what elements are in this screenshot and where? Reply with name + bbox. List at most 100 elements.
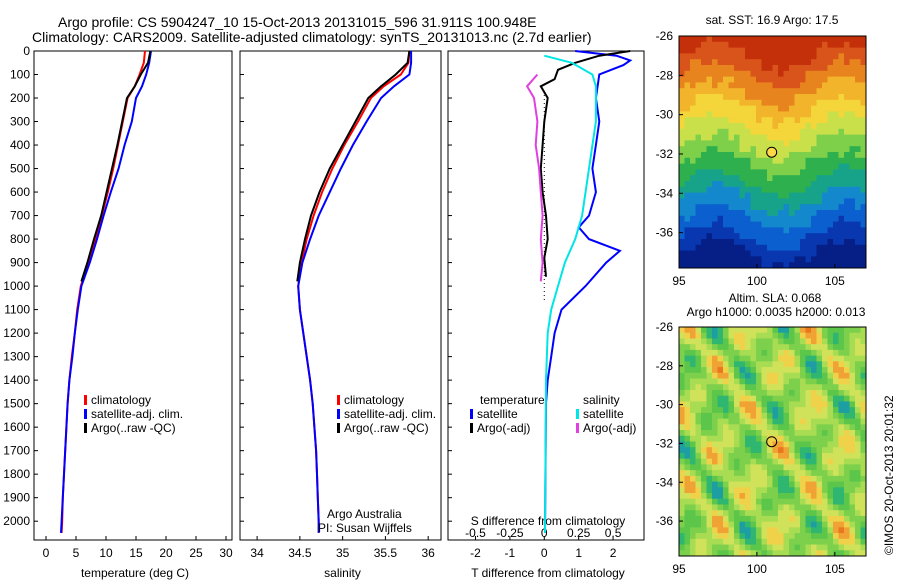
temperature-tick-label: 5 — [73, 546, 80, 560]
temperature-legend-argo-swatch — [84, 423, 87, 433]
depth-tick-label: 0 — [23, 44, 30, 58]
depth-tick-label: 1100 — [4, 303, 30, 317]
salinity-legend-climatology-swatch — [337, 395, 340, 405]
temperature-tick-label: 30 — [219, 546, 233, 560]
sla-map-title-line1: Altim. SLA: 0.068 — [729, 291, 822, 305]
legend-t-argo-swatch — [470, 423, 473, 433]
sst-lat-tick-label: -32 — [656, 147, 674, 161]
legend-t-argo-label: Argo(-adj) — [477, 421, 530, 435]
sla-argo-position-marker — [766, 436, 778, 448]
sla-lat-tick-label: -30 — [656, 398, 674, 412]
salinity-tick-label: 35 — [336, 546, 350, 560]
sdiff-axis-label: S difference from climatology — [471, 514, 626, 528]
tdiff-tick-label: 0 — [541, 546, 548, 560]
sla-map-axes — [678, 326, 867, 557]
salinity-annotation-line2: PI: Susan Wijffels — [318, 521, 412, 535]
temperature-legend-climatology-swatch — [84, 395, 87, 405]
temperature-axis-label: temperature (deg C) — [81, 566, 189, 580]
salinity-tick-label: 35.5 — [374, 546, 398, 560]
sla-lon-tick-label: 95 — [672, 562, 686, 576]
sla-lat-tick-label: -34 — [656, 475, 674, 489]
depth-tick-label: 100 — [10, 68, 30, 82]
sla-lon-tick-label: 100 — [747, 562, 767, 576]
sst-map-field — [679, 36, 867, 269]
depth-tick-label: 200 — [10, 91, 30, 105]
difference-series-line — [544, 50, 633, 533]
sdiff-tick-label: 0 — [541, 526, 548, 540]
sst-lat-tick-label: -28 — [656, 68, 674, 82]
tdiff-tick-label: -2 — [470, 546, 481, 560]
depth-tick-label: 2000 — [3, 514, 30, 528]
sst-lat-tick-label: -26 — [656, 29, 674, 43]
sdiff-tick-label: 0.5 — [605, 526, 622, 540]
legend-temperature-title: temperature — [480, 393, 545, 407]
depth-tick-label: 1800 — [3, 467, 30, 481]
salinity-legend-satellite-swatch — [337, 409, 340, 419]
legend-s-argo-swatch — [576, 423, 579, 433]
sla-map-title-line2: Argo h1000: 0.0035 h2000: 0.013 — [687, 305, 866, 319]
sst-lat-tick-label: -34 — [656, 186, 674, 200]
sst-map-title: sat. SST: 16.9 Argo: 17.5 — [706, 13, 839, 27]
sdiff-tick-label: -0.25 — [496, 526, 524, 540]
legend-s-satellite-swatch — [576, 409, 579, 419]
depth-tick-label: 1200 — [3, 326, 30, 340]
difference-series-line — [525, 73, 544, 282]
temperature-legend-satellite-label: satellite-adj. clim. — [91, 407, 183, 421]
temperature-series-line — [80, 50, 152, 282]
salinity-series-line — [296, 50, 411, 282]
temperature-axes — [33, 50, 233, 541]
sst-lat-tick-label: -30 — [656, 108, 674, 122]
depth-tick-label: 1700 — [3, 444, 30, 458]
sst-argo-position-marker — [766, 146, 778, 158]
depth-tick-label: 400 — [10, 138, 30, 152]
legend-s-satellite-label: satellite — [583, 407, 624, 421]
tdiff-tick-label: 2 — [610, 546, 617, 560]
salinity-legend-argo-swatch — [337, 423, 340, 433]
salinity-axis-label: salinity — [324, 566, 361, 580]
figure-title-line1: Argo profile: CS 5904247_10 15-Oct-2013 … — [58, 14, 537, 30]
sla-lon-tick-label: 105 — [825, 562, 845, 576]
sla-lat-tick-label: -26 — [656, 320, 674, 334]
difference-axes — [447, 50, 645, 541]
temperature-tick-label: 25 — [189, 546, 203, 560]
imos-timestamp-label: ©IMOS 20-Oct-2013 20:01:32 — [882, 395, 896, 555]
depth-tick-label: 1400 — [3, 373, 30, 387]
depth-tick-label: 600 — [10, 185, 30, 199]
tdiff-tick-label: -1 — [505, 546, 516, 560]
tdiff-tick-label: 1 — [575, 546, 582, 560]
sla-map-field — [679, 327, 867, 557]
temperature-tick-label: 10 — [99, 546, 113, 560]
temperature-series-line — [60, 50, 146, 533]
temperature-tick-label: 20 — [159, 546, 173, 560]
legend-t-satellite-swatch — [470, 409, 473, 419]
depth-tick-label: 700 — [10, 209, 30, 223]
depth-tick-label: 500 — [10, 162, 30, 176]
depth-tick-label: 1000 — [3, 279, 30, 293]
depth-tick-label: 900 — [10, 256, 30, 270]
salinity-series-line — [297, 51, 413, 533]
depth-tick-label: 1500 — [3, 397, 30, 411]
temperature-legend-argo-label: Argo(..raw -QC) — [91, 421, 176, 435]
temperature-series-line — [60, 50, 152, 533]
sdiff-tick-label: -0.5 — [465, 526, 486, 540]
depth-tick-label: 1600 — [3, 420, 30, 434]
sla-lat-tick-label: -32 — [656, 436, 674, 450]
sst-lon-tick-label: 100 — [747, 274, 767, 288]
salinity-axes — [239, 50, 442, 541]
sdiff-tick-label: 0.25 — [567, 526, 591, 540]
temperature-legend-climatology-label: climatology — [91, 393, 151, 407]
salinity-legend-satellite-label: satellite-adj. clim. — [344, 407, 436, 421]
depth-tick-label: 1900 — [3, 491, 30, 505]
legend-salinity-title: salinity — [583, 393, 620, 407]
tdiff-axis-label: T difference from climatology — [471, 566, 625, 580]
figure-title-line2: Climatology: CARS2009. Satellite-adjuste… — [32, 29, 592, 45]
depth-tick-label: 1300 — [3, 350, 30, 364]
salinity-tick-label: 34.5 — [288, 546, 312, 560]
depth-tick-label: 300 — [10, 115, 30, 129]
salinity-annotation-line1: Argo Australia — [327, 507, 402, 521]
salinity-legend-climatology-label: climatology — [344, 393, 404, 407]
temperature-tick-label: 15 — [129, 546, 143, 560]
difference-series-line — [544, 54, 597, 533]
salinity-legend-argo-label: Argo(..raw -QC) — [344, 421, 429, 435]
